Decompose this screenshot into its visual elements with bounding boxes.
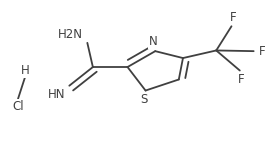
Text: HN: HN bbox=[48, 88, 65, 101]
Text: F: F bbox=[259, 45, 266, 58]
Text: N: N bbox=[149, 35, 158, 48]
Text: F: F bbox=[230, 10, 236, 24]
Text: F: F bbox=[238, 73, 244, 86]
Text: H: H bbox=[20, 64, 29, 77]
Text: H2N: H2N bbox=[58, 28, 83, 41]
Text: Cl: Cl bbox=[12, 100, 24, 113]
Text: S: S bbox=[141, 93, 148, 106]
